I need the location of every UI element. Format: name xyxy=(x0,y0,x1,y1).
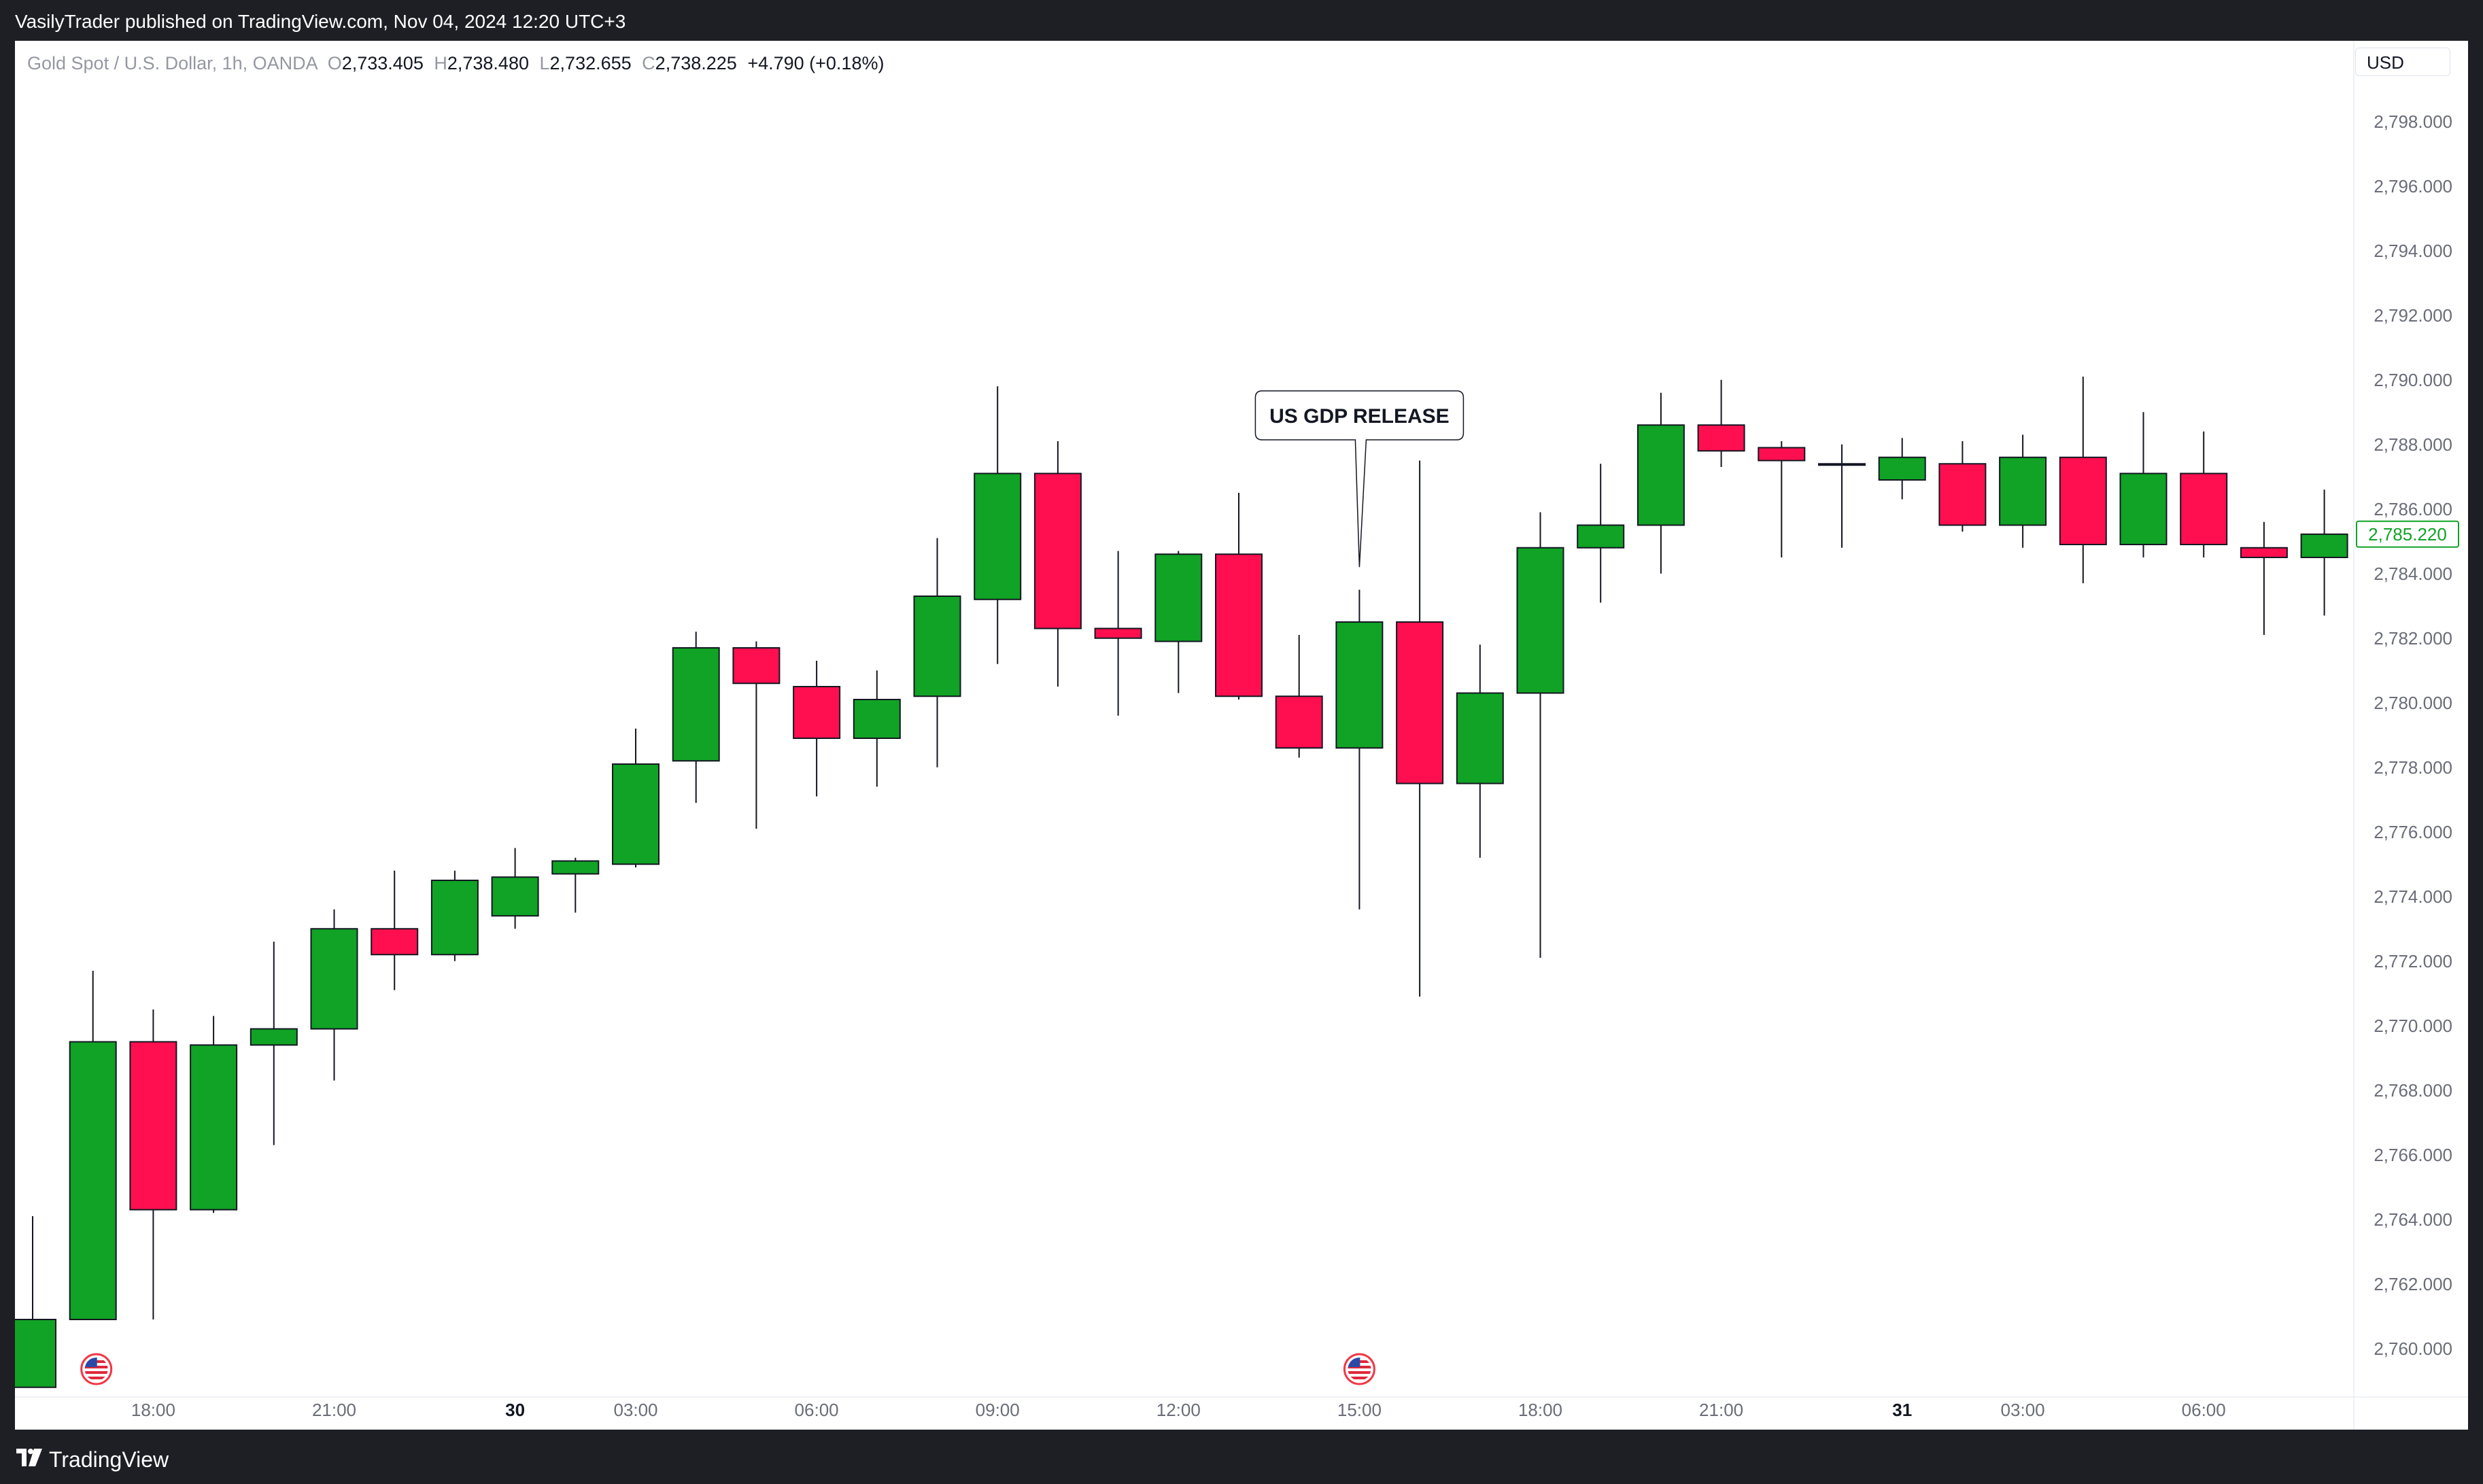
publish-header: VasilyTrader published on TradingView.co… xyxy=(0,0,2483,41)
publish-info: VasilyTrader published on TradingView.co… xyxy=(15,11,626,32)
close-value: 2,738.225 xyxy=(655,53,737,73)
candle-body-down xyxy=(1275,695,1323,749)
price-tick-label: 2,762.000 xyxy=(2374,1274,2452,1294)
candle-body-down xyxy=(1094,627,1142,639)
tradingview-logo-icon xyxy=(16,1449,42,1466)
candle-body-up xyxy=(1818,463,1866,466)
close-label: C xyxy=(642,53,655,73)
candle-body-up xyxy=(1999,456,2047,526)
candle-body-down xyxy=(793,686,841,739)
price-tick-label: 2,770.000 xyxy=(2374,1016,2452,1036)
tradingview-brand: TradingView xyxy=(49,1447,169,1472)
price-tick-label: 2,798.000 xyxy=(2374,111,2452,132)
candlestick-chart[interactable]: 2,760.000 2,762.000 2,764.000 2,766.000 2,76… xyxy=(15,41,2468,1430)
chart-panel[interactable]: 2,760.000 2,762.000 2,764.000 2,766.000 2,76… xyxy=(15,41,2468,1430)
candle-body-up xyxy=(190,1044,238,1211)
candle-body-down xyxy=(129,1041,177,1211)
candle-body-down xyxy=(732,647,781,685)
time-tick-label: 06:00 xyxy=(795,1400,839,1420)
price-tick-label: 2,796.000 xyxy=(2374,176,2452,196)
last-price-badge xyxy=(2356,520,2459,548)
time-tick-label: 18:00 xyxy=(1518,1400,1562,1420)
candle-body-up xyxy=(853,699,901,739)
candle-body-up xyxy=(69,1041,117,1320)
candle-body-down xyxy=(1033,472,1082,629)
candle-body-up xyxy=(974,472,1022,600)
price-tick-label: 2,794.000 xyxy=(2374,241,2452,261)
low-value: 2,732.655 xyxy=(549,53,632,73)
time-tick-label: 03:00 xyxy=(2001,1400,2045,1420)
candle-body-down xyxy=(2240,547,2288,558)
us-flag-event-icon[interactable] xyxy=(80,1353,113,1385)
candle-body-up xyxy=(913,596,961,697)
time-tick-label: 31 xyxy=(1892,1400,1912,1420)
open-value: 2,733.405 xyxy=(341,53,424,73)
open-label: O xyxy=(327,53,342,73)
price-tick-label: 2,786.000 xyxy=(2374,499,2452,519)
time-tick-label: 03:00 xyxy=(613,1400,657,1420)
candle-body-down xyxy=(1697,424,1745,452)
candle-body-up xyxy=(250,1028,298,1046)
annotation-callout xyxy=(1254,390,1465,568)
currency-button[interactable]: USD xyxy=(2355,48,2450,76)
footer-bar: TradingView xyxy=(0,1430,2483,1484)
high-value: 2,738.480 xyxy=(447,53,529,73)
candle-body-up xyxy=(1456,692,1504,784)
change-value: +4.790 (+0.18%) xyxy=(747,53,885,73)
candle-body-down xyxy=(1215,553,1263,697)
candle-body-down xyxy=(2059,456,2107,545)
price-tick-label: 2,784.000 xyxy=(2374,564,2452,584)
price-tick-label: 2,790.000 xyxy=(2374,370,2452,390)
time-tick-label: 18:00 xyxy=(131,1400,175,1420)
candle-body-down xyxy=(1938,463,1987,526)
candle-body-up xyxy=(1335,621,1384,749)
candle-body-up xyxy=(1154,553,1203,642)
us-flag-event-icon[interactable] xyxy=(1343,1353,1375,1385)
price-tick-label: 2,768.000 xyxy=(2374,1080,2452,1101)
high-label: H xyxy=(434,53,447,73)
time-tick-label: 21:00 xyxy=(312,1400,356,1420)
candle-body-up xyxy=(1637,424,1685,526)
candle-body-up xyxy=(2119,472,2168,545)
low-label: L xyxy=(539,53,550,73)
candle-body-down xyxy=(2180,472,2228,545)
price-tick-label: 2,778.000 xyxy=(2374,757,2452,778)
symbol-legend: Gold Spot / U.S. Dollar, 1h, OANDA O2,73… xyxy=(27,53,884,74)
candle-body-up xyxy=(1878,456,1926,481)
last-price-label: 2,785.220 xyxy=(2368,524,2447,545)
annotation-text: US GDP RELEASE xyxy=(1269,405,1450,428)
candle-body-down xyxy=(371,928,419,956)
candle-body-up xyxy=(672,647,720,762)
candle-body-up xyxy=(15,1319,56,1388)
candle-body-up xyxy=(1516,547,1564,694)
time-tick-label: 09:00 xyxy=(976,1400,1020,1420)
price-tick-label: 2,766.000 xyxy=(2374,1145,2452,1165)
price-tick-label: 2,782.000 xyxy=(2374,628,2452,649)
candle-body-up xyxy=(551,860,600,875)
candle-body-up xyxy=(430,880,479,956)
symbol-title: Gold Spot / U.S. Dollar, 1h, OANDA xyxy=(27,53,318,73)
time-tick-label: 30 xyxy=(505,1400,525,1420)
price-tick-label: 2,780.000 xyxy=(2374,693,2452,713)
time-tick-label: 06:00 xyxy=(2182,1400,2226,1420)
candle-body-up xyxy=(310,928,358,1030)
time-tick-label: 12:00 xyxy=(1157,1400,1201,1420)
candle-body-up xyxy=(2300,533,2348,558)
candle-body-down xyxy=(1396,621,1444,784)
time-tick-label: 15:00 xyxy=(1337,1400,1382,1420)
candle-body-up xyxy=(491,876,539,917)
candle-body-down xyxy=(1758,447,1806,462)
time-tick-label: 21:00 xyxy=(1699,1400,1743,1420)
price-tick-label: 2,792.000 xyxy=(2374,305,2452,326)
price-tick-label: 2,772.000 xyxy=(2374,951,2452,971)
price-tick-label: 2,764.000 xyxy=(2374,1209,2452,1230)
candle-body-up xyxy=(1577,524,1625,549)
candle-body-up xyxy=(612,763,660,865)
price-tick-label: 2,760.000 xyxy=(2374,1339,2452,1359)
price-tick-label: 2,788.000 xyxy=(2374,434,2452,455)
price-tick-label: 2,774.000 xyxy=(2374,886,2452,907)
price-tick-label: 2,776.000 xyxy=(2374,822,2452,842)
